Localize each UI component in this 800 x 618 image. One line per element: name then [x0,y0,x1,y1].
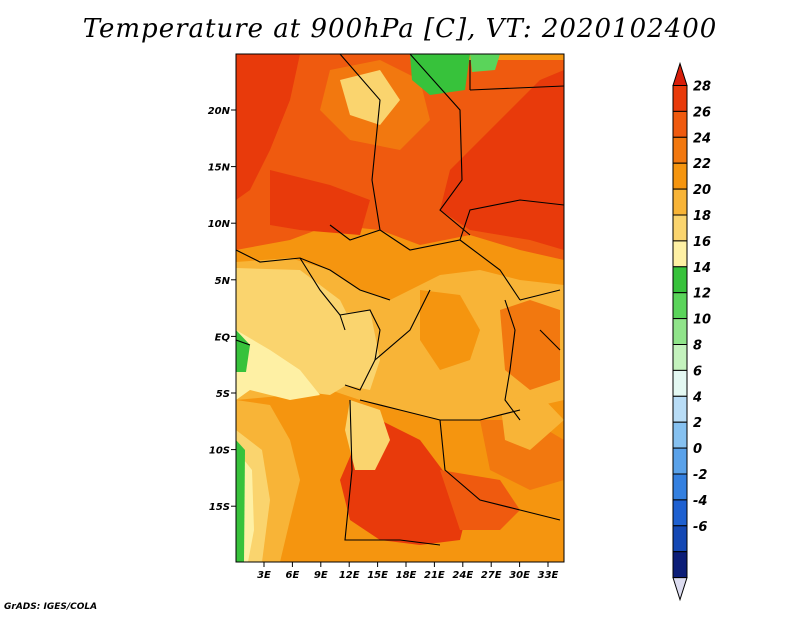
colorbar-swatch [672,110,688,138]
colorbar-swatch [672,266,688,294]
field-ne-28 [440,70,564,250]
colorbar-label: 6 [693,364,702,379]
y-tick-label: 20N [208,106,231,117]
colorbar-label: 0 [693,442,702,457]
field-cold-14 [410,54,470,95]
colorbar-swatch [672,162,688,190]
border-niger-chad [329,54,381,241]
colorbar-label: 2 [693,416,702,431]
colorbar-swatch [672,421,688,449]
y-tick-label: 10N [208,219,231,230]
border-lakes [504,299,521,421]
colorbar-label: 22 [693,157,711,172]
country-borders [236,54,564,546]
border-zambia [439,419,561,521]
temperature-field [236,54,564,562]
colorbar-label: 16 [693,235,711,250]
colorbar-label: 10 [693,313,711,328]
colorbar-swatch [672,85,688,112]
colorbar-swatch [672,447,688,475]
colorbar-label: 14 [693,261,711,276]
field-angola-18 [345,400,390,470]
map-frame [235,53,565,563]
chart-title: Temperature at 900hPa [C], VT: 202010240… [82,14,718,44]
y-tick-label: 15N [208,163,231,174]
footer-credit: GrADS: IGES/COLA [4,602,98,612]
colorbar-swatch [672,395,688,423]
colorbar-top-arrow [672,61,688,86]
border-west-africa [236,249,391,301]
x-tick-label: 12E [339,570,360,581]
field-north-18 [340,70,400,125]
colorbar-label: 28 [693,80,711,95]
colorbar-label: 12 [693,287,711,302]
colorbar-label: 20 [693,183,711,198]
field-coast-14 [236,330,250,372]
x-axis: 3E 6E 9E 12E 15E 18E 21E 24E 27E 30E 33E [257,562,559,581]
colorbar-swatch [672,240,688,268]
colorbar-label: 18 [693,209,711,224]
border-cameroon [299,257,346,331]
colorbar-swatch [672,214,688,242]
border-gabon-coast [236,339,251,346]
colorbar-label: -4 [693,494,707,509]
border-uganda-kenya [519,289,561,301]
colorbar-label: 26 [693,105,711,120]
y-tick-label: 5N [215,276,231,287]
x-tick-label: 21E [424,570,445,581]
colorbar-label: 8 [693,339,702,354]
border-kenya [539,329,561,351]
y-axis: 20N 15N 10N 5N EQ 5S 10S 15S [208,106,236,513]
x-tick-label: 27E [481,570,502,581]
colorbar-label: -2 [693,468,707,483]
x-tick-label: 30E [509,570,530,581]
colorbar-swatch [672,292,688,320]
colorbar-label: 4 [692,390,702,405]
colorbar-swatch [672,344,688,371]
colorbar-label: 24 [693,131,711,146]
border-egypt [469,85,564,91]
colorbar-label: -6 [693,520,707,535]
field-congo-18 [330,310,380,390]
field-nw-28 [236,54,300,200]
colorbar-swatch [672,551,688,579]
border-drc-north [374,289,431,361]
x-tick-label: 6E [286,570,300,581]
field-sw-14 [236,440,245,562]
x-tick-label: 18E [396,570,417,581]
x-tick-label: 9E [314,570,328,581]
x-tick-label: 33E [538,570,559,581]
colorbar-swatch [672,473,688,501]
colorbar-swatch [672,318,688,346]
field-nc-28 [270,170,370,235]
border-chad-sudan [409,54,471,236]
border-congo [339,309,381,391]
colorbar-swatch [672,525,688,553]
colorbar-swatch [672,136,688,164]
y-tick-label: 15S [209,502,230,513]
x-tick-label: 3E [257,570,271,581]
field-east-20 [500,395,564,450]
field-central-22 [420,290,480,370]
x-tick-label: 24E [452,570,473,581]
y-tick-label: 10S [209,446,230,457]
colorbar-swatch [672,499,688,527]
field-east-24 [500,300,560,390]
colorbar-swatch [672,369,688,397]
y-tick-label: 5S [216,389,230,400]
x-tick-label: 15E [367,570,388,581]
border-south-sudan [459,199,564,241]
border-angola [344,399,441,546]
field-coast-16 [236,330,320,400]
colorbar-swatch [672,188,688,216]
y-tick-label: EQ [215,332,231,343]
field-cold-12 [470,54,500,72]
colorbar-bottom-arrow [672,577,688,602]
